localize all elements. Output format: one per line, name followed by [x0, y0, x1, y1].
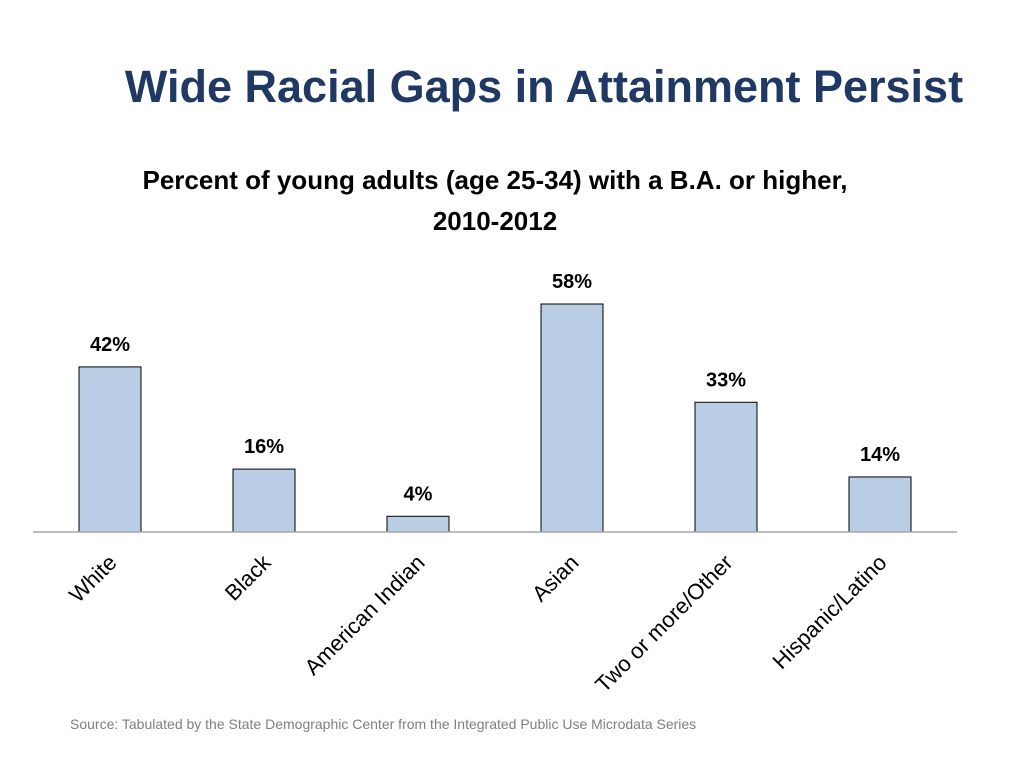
source-note: Source: Tabulated by the State Demograph…: [70, 716, 697, 732]
bar-american-indian: [386, 515, 450, 533]
data-label-white: 42%: [90, 334, 130, 356]
chart-title: Percent of young adults (age 25-34) with…: [142, 165, 848, 236]
category-labels-layer: White Black American Indian Asian Two or mor…: [64, 549, 891, 697]
bars-layer: [78, 303, 912, 533]
category-label-american-indian: American Indian: [299, 550, 429, 680]
bar-asian: [540, 303, 604, 533]
data-label-two-or-more-other: 33%: [706, 369, 746, 391]
category-label-white: White: [64, 550, 121, 607]
category-label-two-or-more-other: Two or more/Other: [590, 550, 737, 697]
data-label-asian: 58%: [552, 271, 592, 293]
data-labels-layer: 42% 16% 4% 58% 33% 14%: [90, 271, 900, 505]
category-label-asian: Asian: [527, 550, 584, 607]
data-label-black: 16%: [244, 436, 284, 458]
bar-white: [78, 366, 142, 533]
category-label-hispanic-latino: Hispanic/Latino: [767, 550, 891, 674]
category-label-black: Black: [220, 549, 276, 605]
bar-two-or-more-other: [694, 401, 758, 533]
slide-title: Wide Racial Gaps in Attainment Persist: [124, 61, 964, 112]
bar-black: [232, 468, 296, 533]
data-label-hispanic-latino: 14%: [860, 444, 900, 466]
bar-hispanic-latino: [848, 476, 912, 533]
data-label-american-indian: 4%: [404, 483, 433, 505]
